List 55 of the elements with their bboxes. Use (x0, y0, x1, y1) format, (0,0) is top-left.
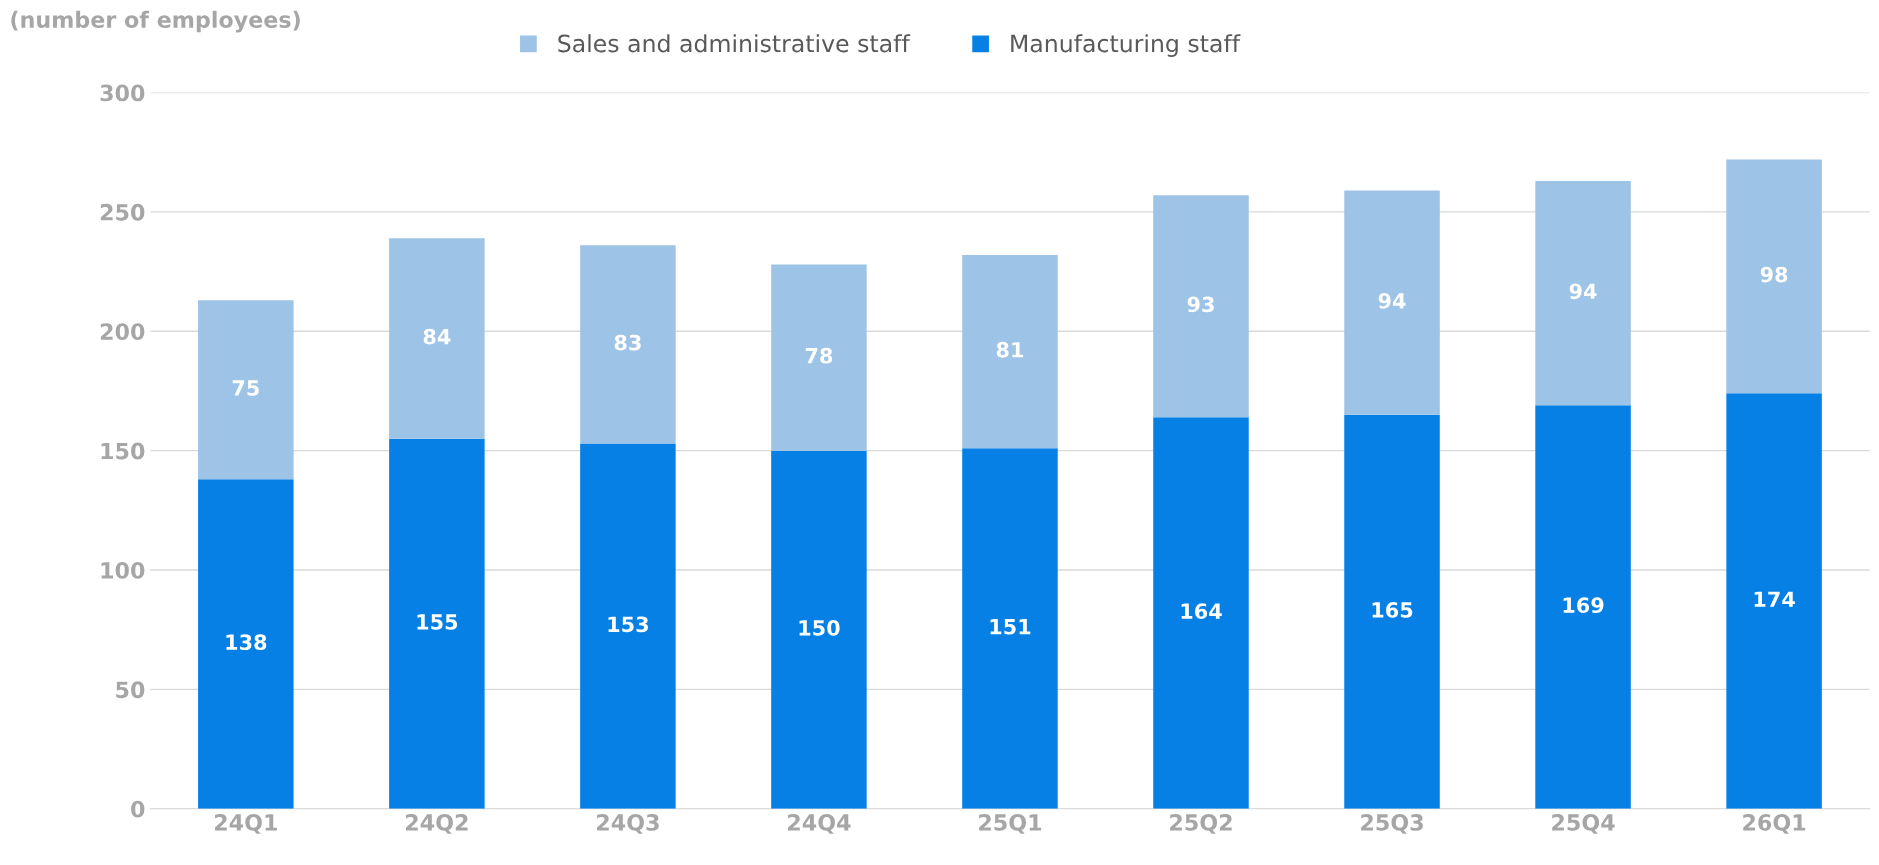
bar (580, 443, 676, 809)
bar (198, 479, 294, 809)
x-tick-label: 24Q2 (405, 814, 468, 834)
y-tick-label: 200 (100, 323, 145, 341)
y-tick-label: 300 (100, 84, 145, 102)
legend-label: Manufacturing staff (1011, 34, 1241, 57)
bar (389, 238, 485, 439)
x-tick-label: 25Q3 (1361, 814, 1423, 834)
bar (1344, 414, 1440, 809)
x-tick-label: 24Q1 (214, 814, 277, 834)
bar (1726, 393, 1822, 809)
bar (1535, 405, 1631, 809)
bar (1153, 195, 1249, 418)
data-label: 153 (608, 616, 648, 633)
y-tick-label: 0 (131, 800, 145, 818)
data-label: 174 (1754, 591, 1795, 607)
y-axis-title: (number of employees) (11, 10, 300, 33)
data-label: 81 (996, 341, 1024, 358)
bar (198, 300, 294, 480)
bar (1535, 180, 1631, 406)
data-label: 169 (1563, 597, 1604, 614)
y-tick-label: 50 (116, 681, 145, 699)
bar (580, 245, 676, 444)
data-label: 155 (417, 614, 458, 630)
bar (1344, 190, 1440, 415)
x-tick-label: 25Q1 (979, 814, 1042, 834)
data-label: 75 (232, 380, 259, 396)
data-label: 84 (423, 328, 451, 345)
data-label: 150 (799, 620, 840, 636)
y-tick-label: 100 (101, 561, 145, 579)
x-tick-label: 26Q1 (1743, 814, 1806, 834)
bar (771, 450, 867, 809)
data-label: 98 (1760, 266, 1788, 283)
data-label: 165 (1372, 602, 1413, 618)
y-tick-label: 150 (101, 442, 145, 460)
data-label: 94 (1569, 283, 1597, 300)
x-tick-label: 24Q4 (788, 814, 851, 834)
data-label: 164 (1181, 603, 1222, 620)
x-tick-label: 24Q3 (597, 814, 659, 834)
bar (771, 264, 867, 451)
bar (962, 448, 1058, 809)
y-tick-label: 250 (100, 203, 145, 221)
data-label: 94 (1378, 292, 1406, 309)
data-label: 78 (805, 347, 833, 364)
legend-label: Sales and administrative staff (558, 34, 911, 53)
bar (389, 438, 485, 809)
data-label: 138 (226, 634, 267, 651)
bar (962, 254, 1058, 449)
x-tick-label: 25Q2 (1170, 814, 1232, 834)
data-label: 93 (1187, 296, 1214, 313)
x-tick-label: 25Q4 (1552, 814, 1615, 834)
data-label: 151 (990, 619, 1031, 635)
bar (1726, 159, 1822, 394)
data-label: 83 (614, 334, 641, 351)
bar (1153, 417, 1249, 809)
